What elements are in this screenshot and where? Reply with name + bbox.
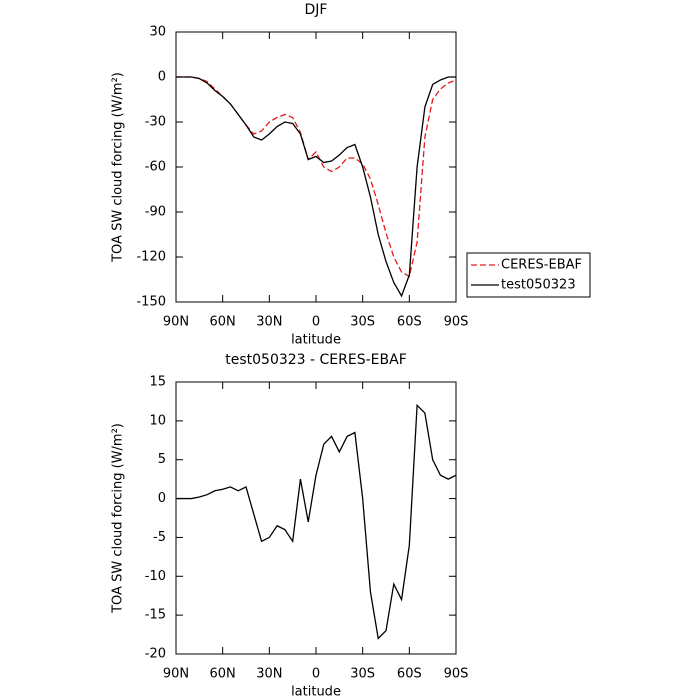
chart-title: test050323 - CERES-EBAF <box>225 352 407 368</box>
y-tick-label: 30 <box>149 25 166 40</box>
data-line <box>176 76 457 278</box>
x-tick-label: 30S <box>350 315 375 330</box>
x-tick-label: 90S <box>444 315 469 330</box>
y-tick-label: -150 <box>136 295 166 310</box>
x-tick-label: 90S <box>444 667 469 682</box>
y-tick-label: 0 <box>158 491 166 506</box>
y-tick-label: 5 <box>158 452 166 467</box>
x-tick-label: 0 <box>312 315 320 330</box>
plot-frame <box>175 381 457 655</box>
x-tick-label: 60S <box>397 667 422 682</box>
y-axis-label: TOA SW cloud forcing (W/m²) <box>111 423 126 614</box>
y-tick-label: -15 <box>145 608 166 623</box>
legend-box <box>466 252 591 298</box>
legend-label: test050323 <box>501 278 576 293</box>
x-tick-label: 90N <box>163 667 189 682</box>
y-tick-label: -30 <box>145 115 166 130</box>
x-tick-label: 60N <box>210 315 236 330</box>
x-tick-label: 60S <box>397 315 422 330</box>
x-axis-label: latitude <box>291 685 341 700</box>
y-tick-label: 15 <box>149 375 166 390</box>
x-tick-label: 0 <box>312 667 320 682</box>
data-line <box>176 403 457 640</box>
x-tick-label: 30N <box>256 315 282 330</box>
data-line <box>176 76 456 298</box>
x-axis-label: latitude <box>291 333 341 348</box>
y-axis-label: TOA SW cloud forcing (W/m²) <box>111 72 126 263</box>
y-tick-label: -120 <box>136 250 166 265</box>
chart-title: DJF <box>305 2 328 18</box>
x-tick-label: 60N <box>210 667 236 682</box>
plot-frame <box>175 31 457 303</box>
x-tick-label: 30N <box>256 667 282 682</box>
x-tick-label: 90N <box>163 315 189 330</box>
y-tick-label: -90 <box>145 205 166 220</box>
y-tick-label: -60 <box>145 160 166 175</box>
y-tick-label: 0 <box>158 70 166 85</box>
x-tick-label: 30S <box>350 667 375 682</box>
legend-label: CERES-EBAF <box>501 258 582 273</box>
y-tick-label: 10 <box>149 413 166 428</box>
y-tick-label: -20 <box>145 647 166 662</box>
y-tick-label: -5 <box>153 530 166 545</box>
y-tick-label: -10 <box>145 569 166 584</box>
